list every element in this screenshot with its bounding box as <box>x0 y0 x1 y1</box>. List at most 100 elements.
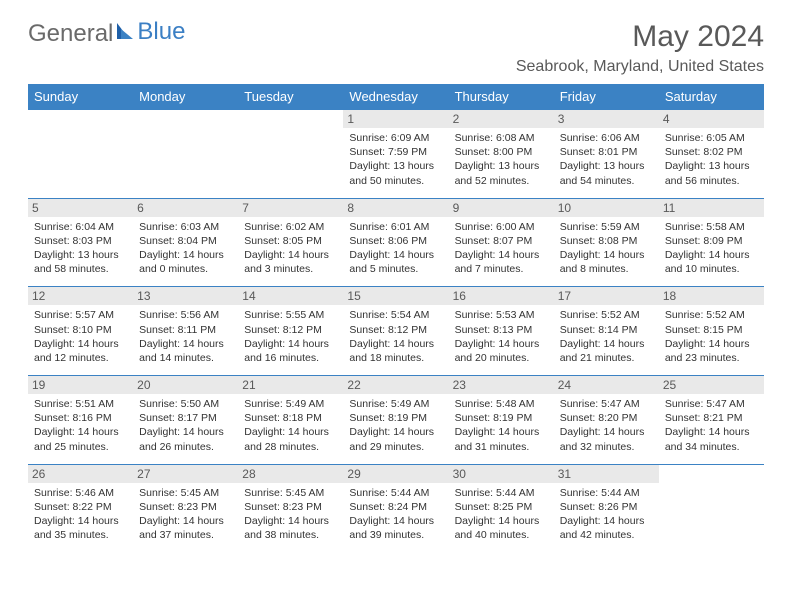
day-number: 30 <box>449 465 554 483</box>
day-details: Sunrise: 5:55 AMSunset: 8:12 PMDaylight:… <box>244 308 337 365</box>
calendar-day-cell: 8 Sunrise: 6:01 AMSunset: 8:06 PMDaylight… <box>343 198 448 287</box>
day-details: Sunrise: 5:56 AMSunset: 8:11 PMDaylight:… <box>139 308 232 365</box>
calendar-day-cell: 29 Sunrise: 5:44 AMSunset: 8:24 PMDayligh… <box>343 464 448 552</box>
calendar-table: SundayMondayTuesdayWednesdayThursdayFrid… <box>28 84 764 552</box>
day-number: 10 <box>554 199 659 217</box>
day-number: 24 <box>554 376 659 394</box>
calendar-day-cell: 13 Sunrise: 5:56 AMSunset: 8:11 PMDayligh… <box>133 287 238 376</box>
column-header: Sunday <box>28 84 133 110</box>
day-number: 28 <box>238 465 343 483</box>
day-details: Sunrise: 6:09 AMSunset: 7:59 PMDaylight:… <box>349 131 442 188</box>
day-details: Sunrise: 5:53 AMSunset: 8:13 PMDaylight:… <box>455 308 548 365</box>
column-header: Saturday <box>659 84 764 110</box>
logo-text-blue: Blue <box>137 18 185 46</box>
calendar-week-row: 1 Sunrise: 6:09 AMSunset: 7:59 PMDaylight… <box>28 110 764 199</box>
day-number: 1 <box>343 110 448 128</box>
day-number: 11 <box>659 199 764 217</box>
day-details: Sunrise: 5:52 AMSunset: 8:15 PMDaylight:… <box>665 308 758 365</box>
calendar-day-cell: 28 Sunrise: 5:45 AMSunset: 8:23 PMDayligh… <box>238 464 343 552</box>
column-header: Thursday <box>449 84 554 110</box>
calendar-day-cell: 23 Sunrise: 5:48 AMSunset: 8:19 PMDayligh… <box>449 376 554 465</box>
calendar-week-row: 5 Sunrise: 6:04 AMSunset: 8:03 PMDaylight… <box>28 198 764 287</box>
logo-text-general: General <box>28 20 113 48</box>
calendar-day-cell: 6Sunrise: 6:03 AMSunset: 8:04 PMDaylight… <box>133 198 238 287</box>
day-number: 16 <box>449 287 554 305</box>
day-number: 9 <box>449 199 554 217</box>
column-header: Monday <box>133 84 238 110</box>
column-header: Tuesday <box>238 84 343 110</box>
location-text: Seabrook, Maryland, United States <box>516 58 764 76</box>
calendar-header-row: SundayMondayTuesdayWednesdayThursdayFrid… <box>28 84 764 110</box>
day-number: 20 <box>133 376 238 394</box>
day-number: 22 <box>343 376 448 394</box>
calendar-day-cell <box>28 110 133 199</box>
column-header: Wednesday <box>343 84 448 110</box>
day-number: 25 <box>659 376 764 394</box>
day-number: 17 <box>554 287 659 305</box>
column-header: Friday <box>554 84 659 110</box>
day-details: Sunrise: 5:54 AMSunset: 8:12 PMDaylight:… <box>349 308 442 365</box>
day-details: Sunrise: 6:04 AMSunset: 8:03 PMDaylight:… <box>34 220 127 277</box>
day-number: 31 <box>554 465 659 483</box>
calendar-day-cell: 18 Sunrise: 5:52 AMSunset: 8:15 PMDayligh… <box>659 287 764 376</box>
calendar-day-cell: 16 Sunrise: 5:53 AMSunset: 8:13 PMDayligh… <box>449 287 554 376</box>
day-details: Sunrise: 6:02 AMSunset: 8:05 PMDaylight:… <box>244 220 337 277</box>
calendar-day-cell: 26Sunrise: 5:46 AMSunset: 8:22 PMDayligh… <box>28 464 133 552</box>
calendar-day-cell: 22 Sunrise: 5:49 AMSunset: 8:19 PMDayligh… <box>343 376 448 465</box>
calendar-day-cell: 30 Sunrise: 5:44 AMSunset: 8:25 PMDayligh… <box>449 464 554 552</box>
day-details: Sunrise: 5:58 AMSunset: 8:09 PMDaylight:… <box>665 220 758 277</box>
day-number: 19 <box>28 376 133 394</box>
calendar-day-cell: 17 Sunrise: 5:52 AMSunset: 8:14 PMDayligh… <box>554 287 659 376</box>
calendar-day-cell: 11 Sunrise: 5:58 AMSunset: 8:09 PMDayligh… <box>659 198 764 287</box>
day-number: 13 <box>133 287 238 305</box>
day-details: Sunrise: 6:00 AMSunset: 8:07 PMDaylight:… <box>455 220 548 277</box>
calendar-day-cell: 19 Sunrise: 5:51 AMSunset: 8:16 PMDayligh… <box>28 376 133 465</box>
day-details: Sunrise: 6:05 AMSunset: 8:02 PMDaylight:… <box>665 131 758 188</box>
calendar-day-cell: 10 Sunrise: 5:59 AMSunset: 8:08 PMDayligh… <box>554 198 659 287</box>
day-details: Sunrise: 6:06 AMSunset: 8:01 PMDaylight:… <box>560 131 653 188</box>
calendar-day-cell: 2Sunrise: 6:08 AMSunset: 8:00 PMDaylight… <box>449 110 554 199</box>
calendar-day-cell: 31 Sunrise: 5:44 AMSunset: 8:26 PMDayligh… <box>554 464 659 552</box>
day-number: 29 <box>343 465 448 483</box>
day-details: Sunrise: 5:44 AMSunset: 8:26 PMDaylight:… <box>560 486 653 543</box>
calendar-day-cell: 21Sunrise: 5:49 AMSunset: 8:18 PMDayligh… <box>238 376 343 465</box>
calendar-day-cell: 4Sunrise: 6:05 AMSunset: 8:02 PMDaylight… <box>659 110 764 199</box>
day-details: Sunrise: 5:47 AMSunset: 8:20 PMDaylight:… <box>560 397 653 454</box>
day-details: Sunrise: 5:49 AMSunset: 8:19 PMDaylight:… <box>349 397 442 454</box>
day-details: Sunrise: 5:45 AMSunset: 8:23 PMDaylight:… <box>139 486 232 543</box>
calendar-body: 1 Sunrise: 6:09 AMSunset: 7:59 PMDaylight… <box>28 110 764 553</box>
day-number: 15 <box>343 287 448 305</box>
day-number: 5 <box>28 199 133 217</box>
day-details: Sunrise: 5:44 AMSunset: 8:25 PMDaylight:… <box>455 486 548 543</box>
day-number: 18 <box>659 287 764 305</box>
day-details: Sunrise: 5:51 AMSunset: 8:16 PMDaylight:… <box>34 397 127 454</box>
day-details: Sunrise: 5:44 AMSunset: 8:24 PMDaylight:… <box>349 486 442 543</box>
logo-sail-icon <box>115 20 137 48</box>
day-number: 2 <box>449 110 554 128</box>
calendar-week-row: 26Sunrise: 5:46 AMSunset: 8:22 PMDayligh… <box>28 464 764 552</box>
day-details: Sunrise: 5:48 AMSunset: 8:19 PMDaylight:… <box>455 397 548 454</box>
calendar-day-cell: 7Sunrise: 6:02 AMSunset: 8:05 PMDaylight… <box>238 198 343 287</box>
calendar-day-cell: 24 Sunrise: 5:47 AMSunset: 8:20 PMDayligh… <box>554 376 659 465</box>
calendar-day-cell: 14 Sunrise: 5:55 AMSunset: 8:12 PMDayligh… <box>238 287 343 376</box>
day-number: 14 <box>238 287 343 305</box>
calendar-day-cell <box>659 464 764 552</box>
day-details: Sunrise: 5:57 AMSunset: 8:10 PMDaylight:… <box>34 308 127 365</box>
day-number: 26 <box>28 465 133 483</box>
day-details: Sunrise: 5:45 AMSunset: 8:23 PMDaylight:… <box>244 486 337 543</box>
day-details: Sunrise: 5:59 AMSunset: 8:08 PMDaylight:… <box>560 220 653 277</box>
calendar-week-row: 12Sunrise: 5:57 AMSunset: 8:10 PMDayligh… <box>28 287 764 376</box>
day-number: 3 <box>554 110 659 128</box>
day-details: Sunrise: 5:50 AMSunset: 8:17 PMDaylight:… <box>139 397 232 454</box>
day-details: Sunrise: 6:01 AMSunset: 8:06 PMDaylight:… <box>349 220 442 277</box>
header: General Blue May 2024 Seabrook, Maryland… <box>28 20 764 76</box>
day-details: Sunrise: 5:49 AMSunset: 8:18 PMDaylight:… <box>244 397 337 454</box>
day-number: 23 <box>449 376 554 394</box>
calendar-day-cell: 20 Sunrise: 5:50 AMSunset: 8:17 PMDayligh… <box>133 376 238 465</box>
day-number: 8 <box>343 199 448 217</box>
day-details: Sunrise: 5:47 AMSunset: 8:21 PMDaylight:… <box>665 397 758 454</box>
day-details: Sunrise: 6:03 AMSunset: 8:04 PMDaylight:… <box>139 220 232 277</box>
day-details: Sunrise: 5:52 AMSunset: 8:14 PMDaylight:… <box>560 308 653 365</box>
calendar-day-cell: 3 Sunrise: 6:06 AMSunset: 8:01 PMDaylight… <box>554 110 659 199</box>
header-right: May 2024 Seabrook, Maryland, United Stat… <box>516 20 764 76</box>
